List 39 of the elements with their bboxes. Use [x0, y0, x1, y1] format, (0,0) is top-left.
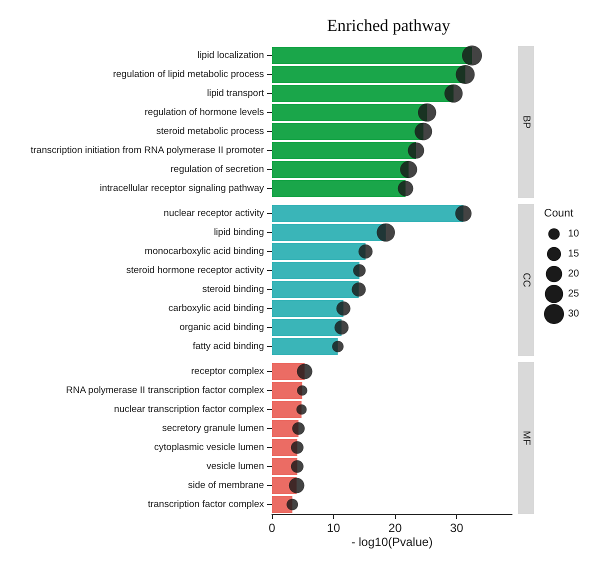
y-tick-label: vesicle lumen [206, 461, 264, 472]
legend-label: 20 [568, 268, 580, 280]
y-tick-label: transcription factor complex [148, 499, 264, 510]
text: BP [520, 115, 532, 129]
y-tick-label: steroid binding [202, 284, 264, 295]
y-tick-label: nuclear receptor activity [164, 208, 264, 219]
x-tick-label: 10 [326, 521, 341, 535]
legend-label: 10 [568, 228, 580, 240]
y-tick-label: regulation of lipid metabolic process [112, 69, 264, 80]
y-tick-label: steroid metabolic process [156, 126, 264, 137]
legend-label: 15 [568, 248, 580, 260]
y-tick-label: cytoplasmic vesicle lumen [154, 442, 264, 453]
y-tick-label: RNA polymerase II transcription factor complex [66, 385, 264, 396]
text: MF [520, 430, 532, 446]
y-tick-label: steroid hormone receptor activity [126, 265, 264, 276]
legend-label: 25 [568, 288, 580, 300]
y-tick-label: intracellular receptor signaling pathway [100, 183, 264, 194]
x-axis-title: - log10(Pvalue) [351, 535, 433, 549]
y-tick-label: monocarboxylic acid binding [144, 246, 264, 257]
y-tick-label: regulation of hormone levels [144, 107, 264, 118]
legend-title: Count [544, 208, 574, 220]
y-tick-label: side of membrane [188, 480, 264, 491]
y-tick-label: lipid binding [214, 227, 264, 238]
y-tick-label: fatty acid binding [192, 341, 264, 352]
y-tick-label: transcription initiation from RNA polymerase II promoter [30, 145, 264, 156]
x-tick-label: 20 [388, 521, 402, 535]
y-tick-label: carboxylic acid binding [168, 303, 264, 314]
legend-label: 30 [568, 308, 580, 320]
y-tick-label: lipid localization [197, 50, 264, 61]
y-tick-label: regulation of secretion [170, 164, 264, 175]
y-tick-label: secretory granule lumen [162, 423, 264, 434]
y-tick-label: lipid transport [206, 88, 264, 99]
y-tick-label: receptor complex [191, 366, 264, 377]
chart-title: Enriched pathway [327, 16, 451, 35]
y-tick-label: organic acid binding [179, 322, 264, 333]
x-tick-label: 0 [268, 521, 276, 535]
y-tick-label: nuclear transcription factor complex [114, 404, 264, 415]
x-tick-label: 30 [450, 521, 464, 535]
text: CC [520, 272, 532, 288]
